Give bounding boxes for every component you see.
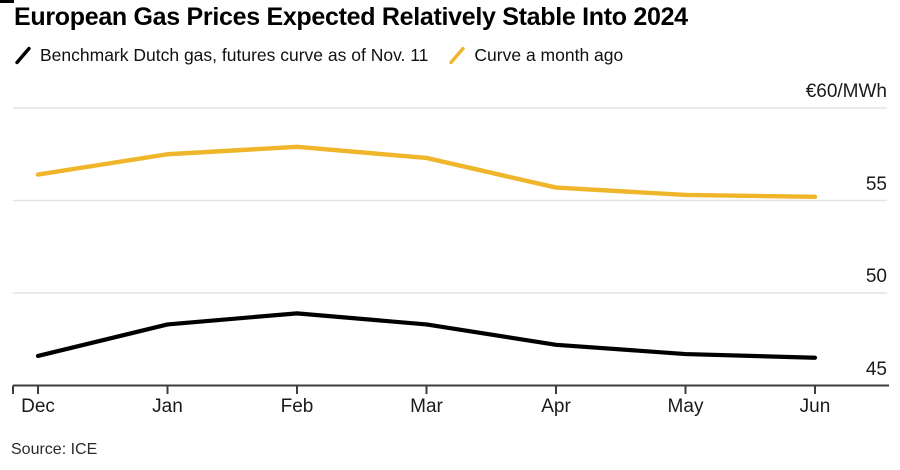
x-axis-label-apr: Apr: [541, 396, 571, 417]
legend-item-month-ago: Curve a month ago: [448, 45, 623, 66]
y-axis-label-45: 45: [865, 358, 887, 380]
source-note: Source: ICE: [11, 441, 98, 458]
x-axis-label-feb: Feb: [280, 396, 314, 417]
x-axis-label-jan: Jan: [152, 396, 183, 417]
y-axis-label-50: 50: [865, 266, 887, 287]
x-axis-label-mar: Mar: [410, 396, 443, 417]
series-line-futures-curve: [35, 311, 818, 360]
x-axis-label-jun: Jun: [799, 396, 831, 417]
x-axis-label-dec: Dec: [21, 396, 55, 417]
legend-label-futures-curve: Benchmark Dutch gas, futures curve as of…: [40, 45, 429, 65]
legend-item-futures-curve: Benchmark Dutch gas, futures curve as of…: [14, 45, 428, 66]
x-axis-label-may: May: [667, 396, 704, 417]
chart-title: European Gas Prices Expected Relatively …: [14, 3, 688, 31]
legend-label-month-ago: Curve a month ago: [474, 45, 624, 65]
y-axis-unit-label: €60/MWh: [805, 81, 887, 102]
series-line-month-ago: [35, 144, 818, 200]
y-axis-label-55: 55: [865, 173, 887, 195]
black-slash-icon: [15, 46, 31, 65]
chart-legend: Benchmark Dutch gas, futures curve as of…: [14, 45, 623, 66]
top-left-rule: [0, 0, 14, 3]
yellow-slash-icon: [449, 46, 466, 65]
